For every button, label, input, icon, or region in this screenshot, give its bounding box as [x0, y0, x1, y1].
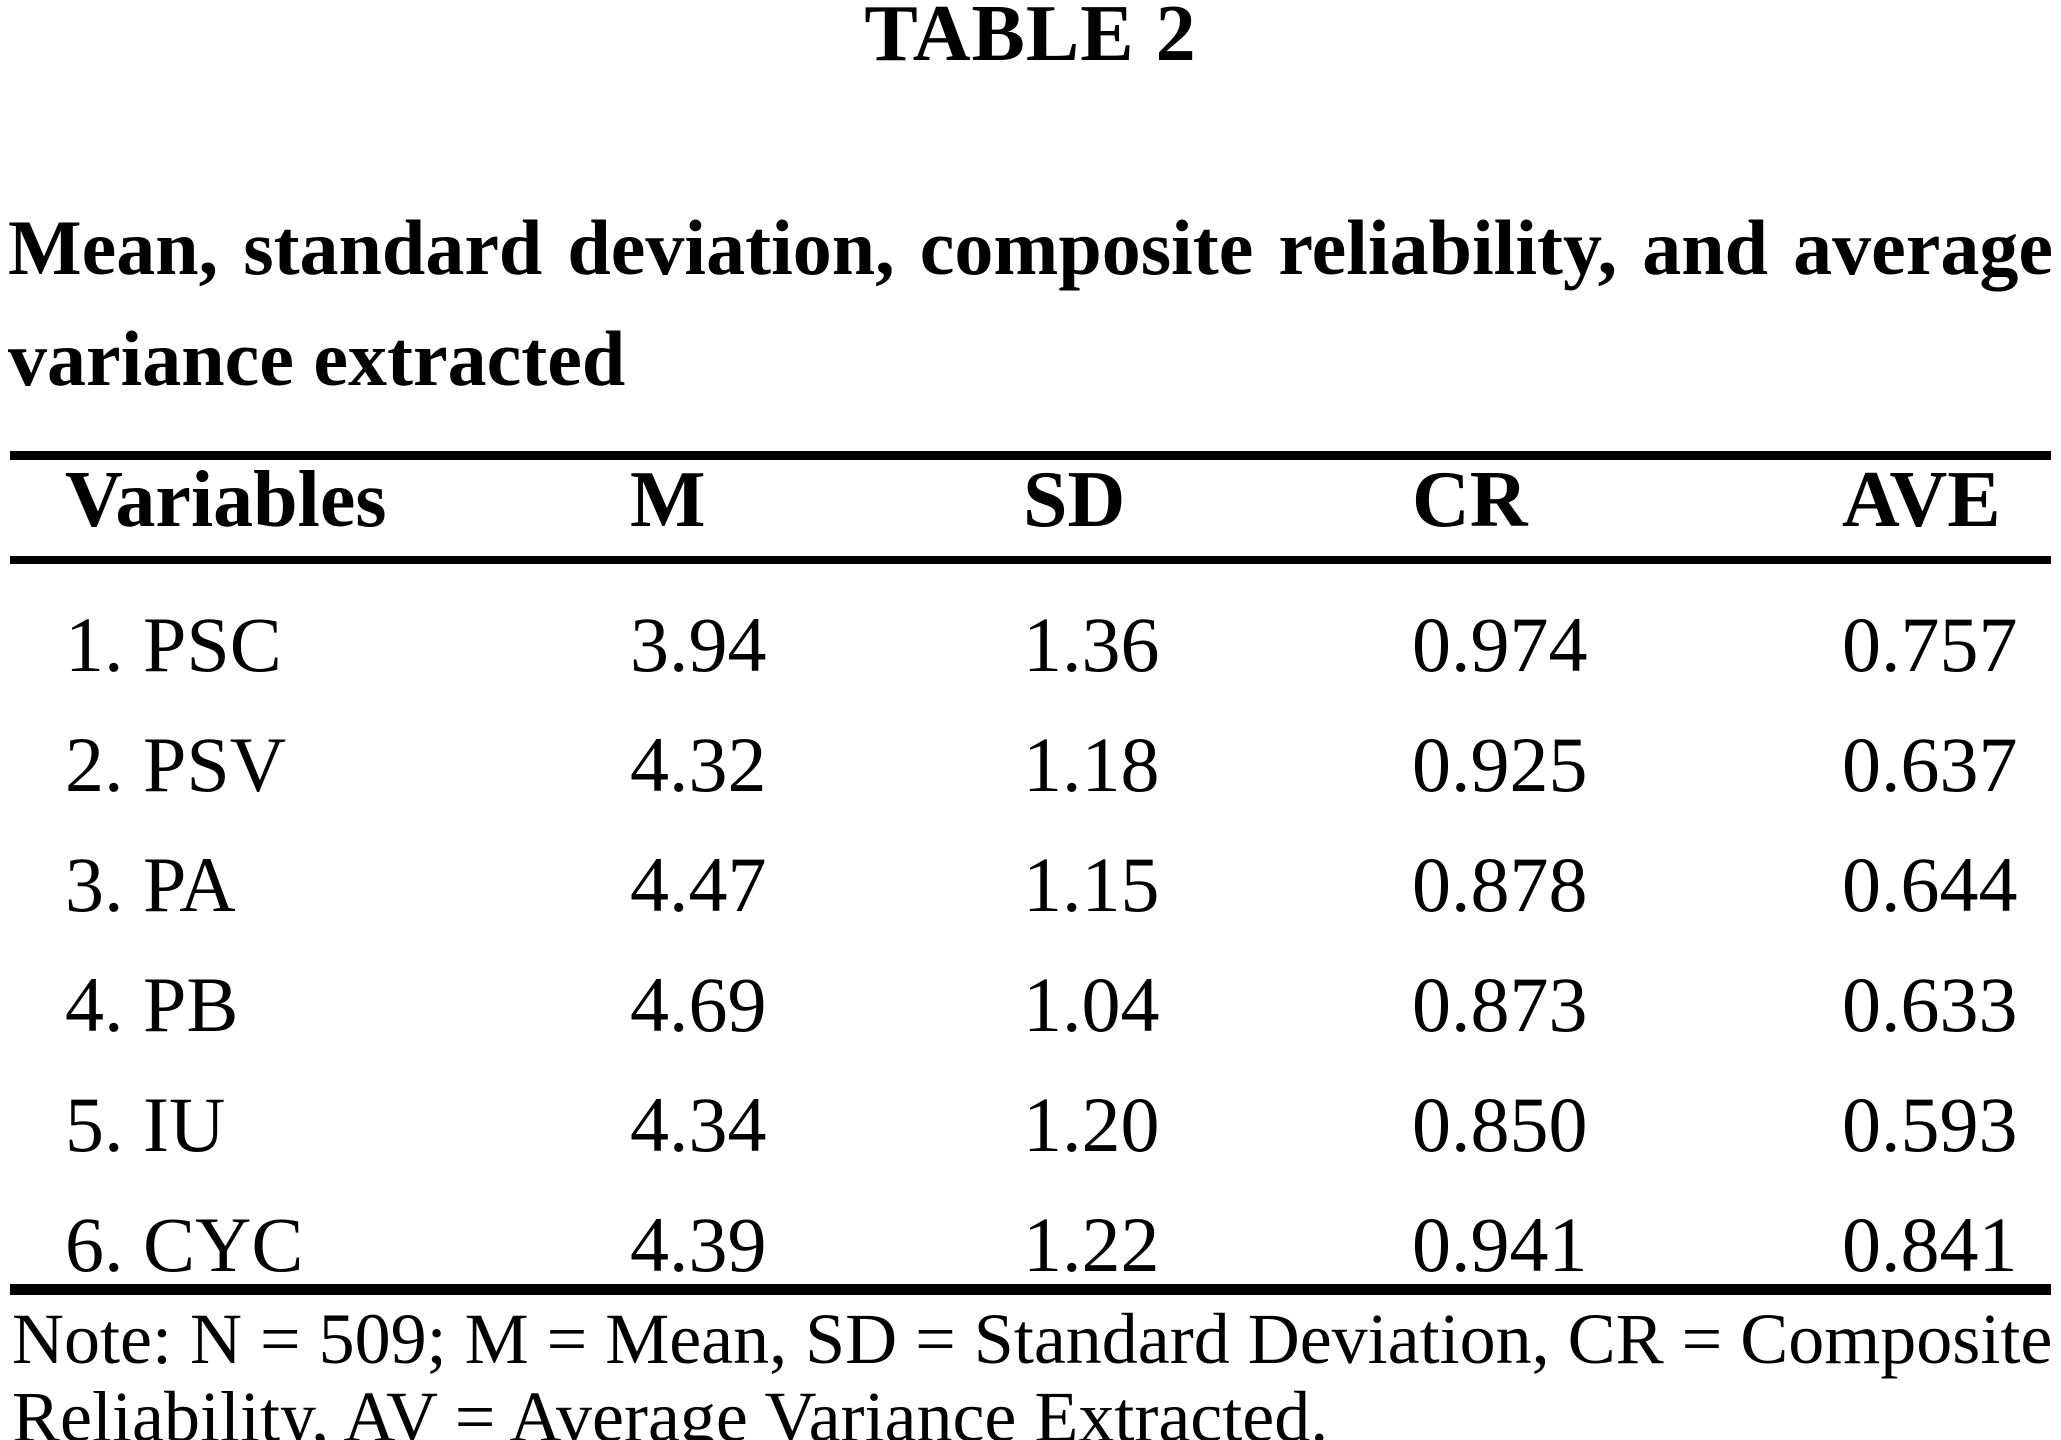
cell-ave: 0.637 [1842, 721, 2018, 804]
cell-variable: 4. PB [65, 961, 239, 1044]
table-row: 1. PSC 3.94 1.36 0.974 0.757 [10, 560, 2051, 684]
table-header-row: Variables M SD CR AVE [10, 455, 2051, 564]
cell-ave: 0.644 [1842, 841, 2018, 924]
statistics-table: Variables M SD CR AVE 1. PSC 3.94 1.36 0… [10, 451, 2051, 1295]
cell-sd: 1.18 [1023, 721, 1160, 804]
cell-variable: 5. IU [65, 1081, 226, 1164]
table-caption-line-2: variance extracted [8, 315, 626, 402]
table-number-heading: TABLE 2 [864, 0, 1197, 78]
cell-sd: 1.15 [1023, 841, 1160, 924]
cell-variable: 3. PA [65, 841, 236, 924]
table-row: 6. CYC 4.39 1.22 0.941 0.841 [10, 1164, 2051, 1290]
note-line-2: Reliability, AV = Average Variance Extra… [12, 1377, 1329, 1440]
cell-variable: 1. PSC [65, 601, 282, 684]
cell-mean: 4.39 [630, 1201, 767, 1288]
column-header-variables: Variables [10, 455, 630, 564]
cell-sd: 1.04 [1023, 961, 1160, 1044]
cell-cr: 0.974 [1412, 601, 1588, 684]
cell-ave: 0.757 [1842, 601, 2018, 684]
table-row: 4. PB 4.69 1.04 0.873 0.633 [10, 924, 2051, 1044]
cell-mean: 3.94 [630, 601, 767, 684]
cell-ave: 0.841 [1842, 1201, 2018, 1288]
table-row: 2. PSV 4.32 1.18 0.925 0.637 [10, 684, 2051, 804]
table-row: 3. PA 4.47 1.15 0.878 0.644 [10, 804, 2051, 924]
cell-variable: 6. CYC [65, 1201, 304, 1288]
note-line-1: Note: N = 509; M = Mean, SD = Standard D… [12, 1299, 2053, 1379]
cell-cr: 0.850 [1412, 1081, 1588, 1164]
cell-mean: 4.34 [630, 1081, 767, 1164]
column-header-m: M [630, 455, 1023, 564]
cell-cr: 0.941 [1412, 1201, 1588, 1288]
cell-mean: 4.32 [630, 721, 767, 804]
table-caption: Mean, standard deviation, composite reli… [8, 192, 2053, 414]
table-note: Note: N = 509; M = Mean, SD = Standard D… [12, 1299, 2053, 1440]
column-header-cr: CR [1412, 455, 1842, 564]
table-row: 5. IU 4.34 1.20 0.850 0.593 [10, 1044, 2051, 1164]
cell-ave: 0.593 [1842, 1081, 2018, 1164]
cell-variable: 2. PSV [65, 721, 287, 804]
cell-cr: 0.878 [1412, 841, 1588, 924]
cell-cr: 0.925 [1412, 721, 1588, 804]
column-header-sd: SD [1023, 455, 1412, 564]
table-caption-line-1: Mean, standard deviation, composite reli… [8, 204, 2053, 291]
column-header-ave: AVE [1842, 455, 2051, 564]
cell-mean: 4.69 [630, 961, 767, 1044]
cell-ave: 0.633 [1842, 961, 2018, 1044]
cell-cr: 0.873 [1412, 961, 1588, 1044]
cell-mean: 4.47 [630, 841, 767, 924]
cell-sd: 1.20 [1023, 1081, 1160, 1164]
cell-sd: 1.36 [1023, 601, 1160, 684]
cell-sd: 1.22 [1023, 1201, 1160, 1288]
